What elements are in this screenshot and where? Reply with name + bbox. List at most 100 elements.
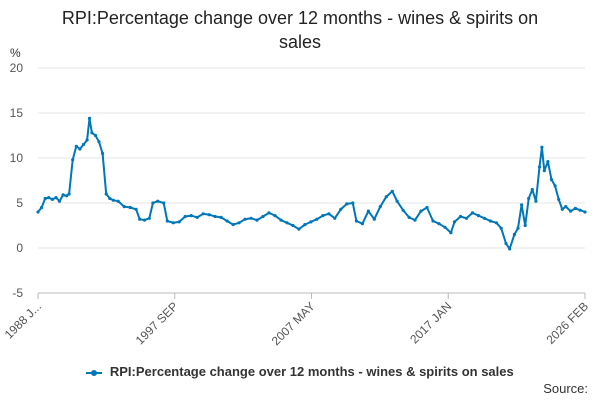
data-point[interactable] xyxy=(291,223,295,228)
data-point[interactable] xyxy=(36,210,40,214)
data-point[interactable] xyxy=(162,201,166,205)
data-point[interactable] xyxy=(520,203,524,207)
data-point[interactable] xyxy=(50,197,55,201)
data-point[interactable] xyxy=(557,197,561,201)
data-point[interactable] xyxy=(165,219,169,223)
data-point[interactable] xyxy=(255,218,259,222)
data-point[interactable] xyxy=(537,165,542,169)
data-point[interactable] xyxy=(65,194,69,198)
data-point[interactable] xyxy=(147,216,151,220)
data-point[interactable] xyxy=(71,158,75,162)
data-point[interactable] xyxy=(122,205,126,209)
data-point[interactable] xyxy=(85,138,89,142)
data-point[interactable] xyxy=(390,189,394,193)
data-point[interactable] xyxy=(333,216,337,220)
data-point[interactable] xyxy=(542,169,546,173)
data-point[interactable] xyxy=(116,199,120,203)
data-point[interactable] xyxy=(583,210,587,214)
data-point[interactable] xyxy=(315,217,319,221)
data-point[interactable] xyxy=(54,196,58,200)
data-point[interactable] xyxy=(351,201,355,205)
data-point[interactable] xyxy=(177,220,181,224)
data-point[interactable] xyxy=(530,187,534,192)
data-point[interactable] xyxy=(569,209,573,213)
data-point[interactable] xyxy=(401,208,405,212)
data-point[interactable] xyxy=(449,231,453,235)
data-point[interactable] xyxy=(327,212,331,216)
data-point[interactable] xyxy=(431,219,435,223)
data-point[interactable] xyxy=(128,205,132,210)
data-point[interactable] xyxy=(345,202,349,206)
data-point[interactable] xyxy=(213,214,217,219)
data-point[interactable] xyxy=(87,116,92,120)
data-point[interactable] xyxy=(395,199,399,203)
data-point[interactable] xyxy=(67,192,71,196)
data-point[interactable] xyxy=(151,201,155,205)
data-point[interactable] xyxy=(476,214,481,218)
data-point[interactable] xyxy=(273,214,277,218)
data-point[interactable] xyxy=(378,205,382,209)
data-point[interactable] xyxy=(360,222,364,226)
data-point[interactable] xyxy=(303,223,307,227)
data-point[interactable] xyxy=(458,214,463,219)
data-point[interactable] xyxy=(43,196,47,201)
data-point[interactable] xyxy=(201,212,205,216)
data-point[interactable] xyxy=(285,221,289,225)
data-point[interactable] xyxy=(297,227,301,231)
data-point[interactable] xyxy=(97,140,101,144)
data-point[interactable] xyxy=(488,219,492,223)
data-point[interactable] xyxy=(40,205,44,210)
data-point[interactable] xyxy=(207,213,211,217)
data-point[interactable] xyxy=(516,226,520,230)
data-point[interactable] xyxy=(413,218,417,222)
data-point[interactable] xyxy=(237,221,241,225)
data-point[interactable] xyxy=(464,216,469,220)
data-point[interactable] xyxy=(219,215,223,219)
data-point[interactable] xyxy=(419,209,423,213)
data-point[interactable] xyxy=(261,214,265,219)
data-point[interactable] xyxy=(111,198,115,202)
data-point[interactable] xyxy=(470,211,475,215)
data-point[interactable] xyxy=(108,196,112,201)
data-point[interactable] xyxy=(231,223,235,227)
data-point[interactable] xyxy=(494,221,498,225)
data-point[interactable] xyxy=(553,184,557,188)
data-point[interactable] xyxy=(279,218,283,222)
data-point[interactable] xyxy=(578,208,582,212)
data-point[interactable] xyxy=(57,199,62,203)
data-point[interactable] xyxy=(407,215,411,219)
data-point[interactable] xyxy=(74,144,78,148)
data-point[interactable] xyxy=(549,178,554,182)
data-point[interactable] xyxy=(354,219,358,223)
data-point[interactable] xyxy=(267,211,271,215)
data-point[interactable] xyxy=(452,220,457,224)
data-point[interactable] xyxy=(78,147,82,151)
data-point[interactable] xyxy=(366,209,370,213)
data-point[interactable] xyxy=(309,220,313,224)
data-point[interactable] xyxy=(171,221,175,225)
data-point[interactable] xyxy=(504,241,508,246)
data-point[interactable] xyxy=(195,215,199,219)
data-point[interactable] xyxy=(573,206,578,210)
data-point[interactable] xyxy=(425,205,429,210)
data-point[interactable] xyxy=(339,207,343,211)
data-point[interactable] xyxy=(523,223,527,228)
data-point[interactable] xyxy=(243,217,247,221)
data-point[interactable] xyxy=(61,193,65,197)
data-point[interactable] xyxy=(534,199,538,203)
data-point[interactable] xyxy=(512,232,517,237)
data-point[interactable] xyxy=(93,133,98,138)
data-point[interactable] xyxy=(499,226,503,230)
data-point[interactable] xyxy=(225,219,229,223)
data-point[interactable] xyxy=(482,216,487,220)
data-point[interactable] xyxy=(546,160,550,164)
data-point[interactable] xyxy=(81,142,86,147)
data-point[interactable] xyxy=(560,207,564,211)
data-point[interactable] xyxy=(443,225,447,229)
data-point[interactable] xyxy=(527,196,531,201)
data-point[interactable] xyxy=(47,196,51,200)
data-point[interactable] xyxy=(321,214,325,218)
data-point[interactable] xyxy=(564,205,568,209)
data-point[interactable] xyxy=(101,151,105,156)
data-point[interactable] xyxy=(142,218,147,222)
